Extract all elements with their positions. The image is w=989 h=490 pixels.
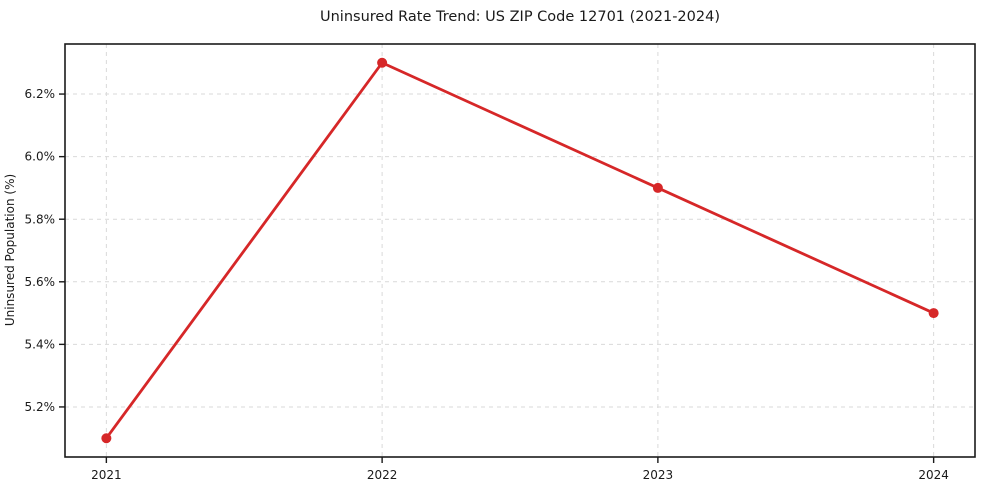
- axis-layer: 5.2% 5.4% 5.6% 5.8% 6.0% 6.2% 2021 2022 2023 2024: [25, 43, 976, 482]
- data-point-marker: [101, 433, 112, 444]
- y-tick-label: 5.4%: [25, 337, 56, 351]
- data-point-marker: [652, 182, 663, 193]
- chart-title: Uninsured Rate Trend: US ZIP Code 12701 …: [320, 9, 720, 25]
- x-tick-label: 2024: [918, 468, 949, 482]
- y-tick-label: 5.8%: [25, 212, 56, 226]
- data-series-layer: [101, 57, 939, 444]
- data-point-marker: [928, 308, 939, 319]
- data-point-marker: [377, 57, 388, 68]
- x-tick-label: 2023: [643, 468, 674, 482]
- y-axis-label: Uninsured Population (%): [3, 174, 17, 326]
- y-tick-label: 6.0%: [25, 150, 56, 164]
- grid-layer: [65, 44, 975, 457]
- trend-line: [104, 61, 936, 440]
- x-tick-label: 2022: [367, 468, 398, 482]
- plot-border: [64, 43, 976, 458]
- y-tick-label: 5.6%: [25, 275, 56, 289]
- y-tick-label: 5.2%: [25, 400, 56, 414]
- y-tick-label: 6.2%: [25, 87, 56, 101]
- x-tick-label: 2021: [91, 468, 122, 482]
